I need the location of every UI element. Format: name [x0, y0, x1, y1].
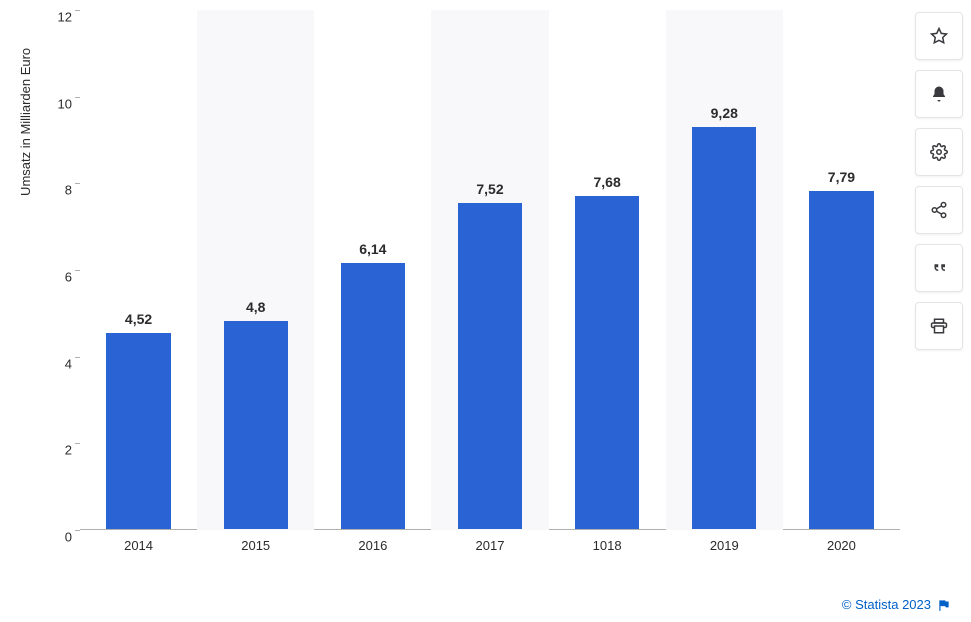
chart-container: 4,52 4,8 6,14 7,52 7,68 9,28 7,79 2014 2015 2016… — [80, 10, 900, 570]
y-tick-label: 6 — [32, 270, 72, 285]
y-tick — [75, 10, 80, 11]
y-tick-label: 2 — [32, 443, 72, 458]
bar-value-label: 7,68 — [575, 174, 639, 190]
print-icon — [930, 317, 948, 335]
x-tick-label: 1018 — [593, 538, 622, 553]
plot-area: 4,52 4,8 6,14 7,52 7,68 9,28 7,79 — [80, 10, 900, 530]
x-tick-label: 2015 — [241, 538, 270, 553]
attribution[interactable]: © Statista 2023 — [842, 597, 951, 612]
bar-value-label: 9,28 — [692, 105, 756, 121]
cite-button[interactable] — [915, 244, 963, 292]
x-tick-label: 2020 — [827, 538, 856, 553]
y-tick — [75, 183, 80, 184]
y-tick — [75, 270, 80, 271]
y-tick-label: 8 — [32, 183, 72, 198]
y-tick — [75, 97, 80, 98]
star-icon — [930, 27, 948, 45]
x-tick-label: 2019 — [710, 538, 739, 553]
print-button[interactable] — [915, 302, 963, 350]
y-axis-title: Umsatz in Milliarden Euro — [18, 48, 33, 196]
flag-icon — [937, 598, 951, 612]
bar[interactable]: 7,52 — [458, 203, 522, 529]
x-tick-label: 2014 — [124, 538, 153, 553]
y-tick — [75, 443, 80, 444]
share-icon — [930, 201, 948, 219]
bar[interactable]: 4,8 — [224, 321, 288, 529]
y-tick-label: 12 — [32, 10, 72, 25]
bar-value-label: 4,52 — [106, 311, 170, 327]
notify-button[interactable] — [915, 70, 963, 118]
bar-value-label: 7,52 — [458, 181, 522, 197]
toolbar — [915, 12, 963, 350]
bar[interactable]: 7,79 — [809, 191, 873, 529]
y-tick-label: 10 — [32, 96, 72, 111]
bar-value-label: 7,79 — [809, 169, 873, 185]
bar[interactable]: 4,52 — [106, 333, 170, 529]
share-button[interactable] — [915, 186, 963, 234]
y-tick — [75, 357, 80, 358]
bar[interactable]: 6,14 — [341, 263, 405, 529]
bell-icon — [930, 85, 948, 103]
y-tick-label: 4 — [32, 356, 72, 371]
bar-value-label: 6,14 — [341, 241, 405, 257]
quote-icon — [930, 259, 948, 277]
y-tick — [75, 530, 80, 531]
bar[interactable]: 7,68 — [575, 196, 639, 529]
favorite-button[interactable] — [915, 12, 963, 60]
y-tick-label: 0 — [32, 530, 72, 545]
settings-button[interactable] — [915, 128, 963, 176]
x-tick-label: 2017 — [476, 538, 505, 553]
gear-icon — [930, 143, 948, 161]
attribution-text: © Statista 2023 — [842, 597, 931, 612]
bar[interactable]: 9,28 — [692, 127, 756, 529]
x-tick-label: 2016 — [358, 538, 387, 553]
bar-value-label: 4,8 — [224, 299, 288, 315]
